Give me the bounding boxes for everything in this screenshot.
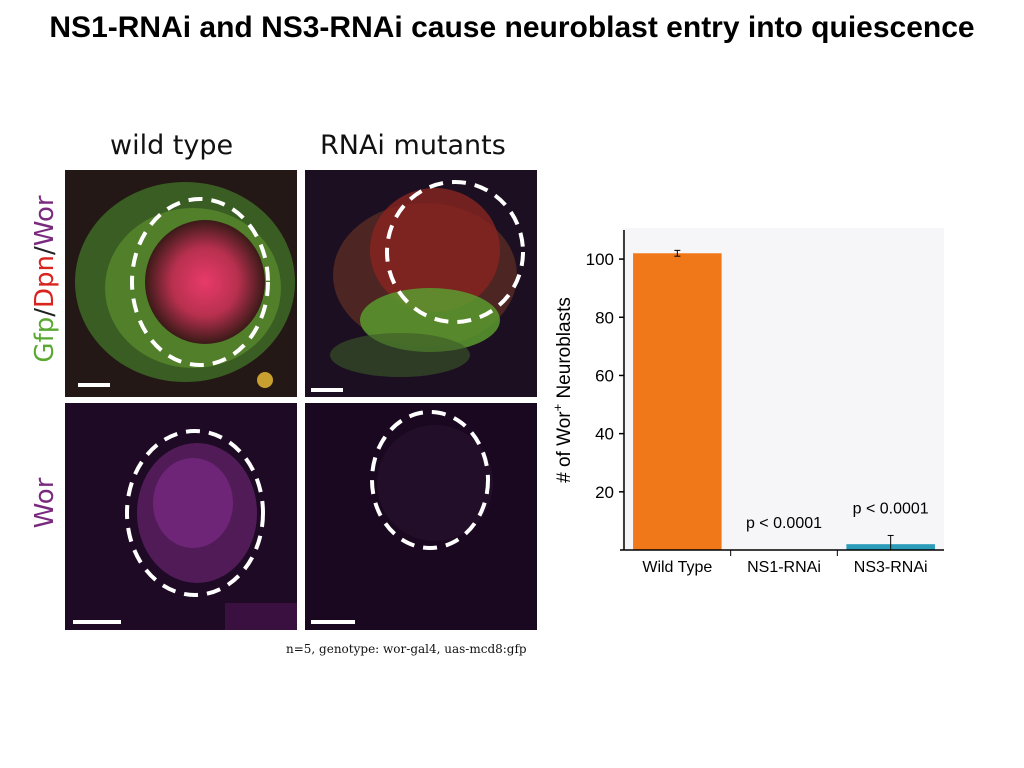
bar-wild-type	[633, 253, 722, 550]
row-label-part: Dpn	[30, 254, 60, 308]
x-tick-label: NS1-RNAi	[747, 559, 821, 576]
column-label-wild-type: wild type	[110, 130, 234, 161]
figure-caption: n=5, genotype: wor-gal4, uas-mcd8:gfp	[286, 642, 527, 656]
y-tick-label: 100	[586, 250, 614, 269]
micrograph-wildtype-wor	[65, 403, 297, 630]
column-label-rnai-mutants: RNAi mutants	[320, 130, 506, 161]
page-title: NS1-RNAi and NS3-RNAi cause neuroblast e…	[49, 11, 975, 44]
row-label-part: Wor	[30, 195, 60, 247]
y-tick-label: 80	[595, 308, 614, 327]
p-value-annotation: p < 0.0001	[853, 500, 929, 517]
row-label-wor: Wor	[30, 477, 60, 529]
y-tick-label: 20	[595, 483, 614, 502]
row-label-part: /	[30, 308, 60, 317]
x-tick-label: NS3-RNAi	[854, 559, 928, 576]
neuroblast-bar-chart: 20 40 60 80 100 Wild Type NS1-RNAi NS3-RNAi p …	[550, 228, 944, 576]
row-label-part: /	[30, 246, 60, 255]
micrograph-rnai-merge	[305, 170, 537, 397]
y-tick-label: 40	[595, 425, 614, 444]
row-label-gfp-dpn-wor: Gfp/Dpn/Wor	[30, 184, 60, 374]
micrograph-wildtype-merge	[65, 170, 297, 397]
row-label-part: Gfp	[30, 316, 60, 363]
y-tick-label: 60	[595, 366, 614, 385]
p-value-annotation: p < 0.0001	[746, 515, 822, 532]
micrograph-rnai-wor	[305, 403, 537, 630]
x-tick-label: Wild Type	[642, 559, 712, 576]
y-axis-label: # of Wor+ Neuroblasts	[550, 297, 575, 483]
